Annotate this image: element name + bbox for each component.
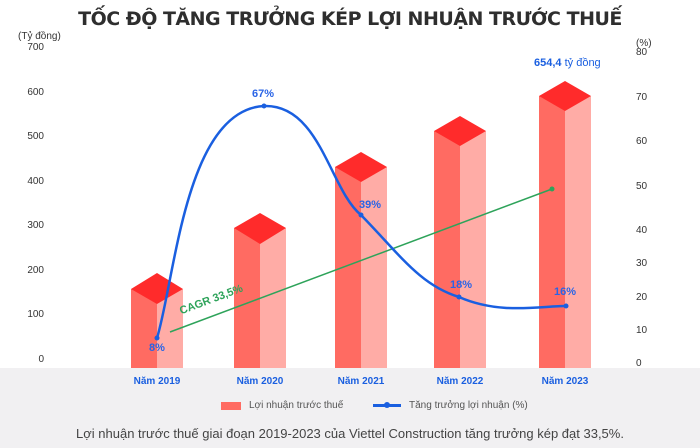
left-tick: 600 [27,87,44,98]
right-tick: 80 [636,47,648,58]
left-tick: 300 [27,220,44,231]
right-tick: 10 [636,325,648,336]
left-tick: 400 [27,176,44,187]
top-value-unit: tỷ đồng [564,57,601,69]
x-label-2022: Năm 2022 [436,376,484,387]
left-tick: 0 [38,354,44,365]
x-label-2023: Năm 2023 [541,376,589,387]
cagr-trend-line [169,186,555,333]
right-tick: 60 [636,136,648,147]
point-label-2021: 39% [359,199,382,211]
right-tick: 30 [636,258,648,269]
point-label-2022: 18% [450,279,473,291]
bar-swatch-icon [221,401,241,410]
legend: Lợi nhuận trước thuế Tăng trưởng lợi nhu… [0,400,700,414]
right-tick: 50 [636,181,648,192]
left-tick: 700 [27,42,44,53]
legend-bar-label: Lợi nhuận trước thuế [249,400,344,411]
right-tick: 70 [636,92,648,103]
top-value-label: 654,4 tỷ đồng [534,57,601,69]
chart-caption: Lợi nhuận trước thuế giai đoạn 2019-2023… [76,426,624,441]
top-value: 654,4 [534,57,562,69]
right-axis-unit: (%) [636,38,652,49]
right-tick: 0 [636,358,642,369]
x-label-2021: Năm 2021 [337,376,385,387]
left-tick: 200 [27,265,44,276]
point-label-2019: 8% [149,342,165,354]
bar-2022 [434,116,486,368]
bar-2023 [539,81,591,368]
legend-item-bar: Lợi nhuận trước thuế [221,400,343,411]
legend-item-line: Tăng trưởng lợi nhuận (%) [373,400,528,411]
legend-line-label: Tăng trưởng lợi nhuận (%) [409,400,528,411]
x-label-2019: Năm 2019 [133,376,181,387]
x-label-2020: Năm 2020 [236,376,284,387]
x-axis-band [0,368,700,448]
point-label-2023: 16% [554,286,577,298]
growth-line [154,103,569,341]
point-label-2020: 67% [252,88,275,100]
left-tick: 100 [27,309,44,320]
left-tick: 500 [27,131,44,142]
right-tick: 40 [636,225,648,236]
line-swatch-icon [373,402,401,408]
bar-2020 [234,213,286,368]
chart-title: TỐC ĐỘ TĂNG TRƯỞNG KÉP LỢI NHUẬN TRƯỚC T… [78,8,622,30]
right-tick: 20 [636,292,648,303]
left-axis-unit: (Tỷ đồng) [18,31,61,42]
